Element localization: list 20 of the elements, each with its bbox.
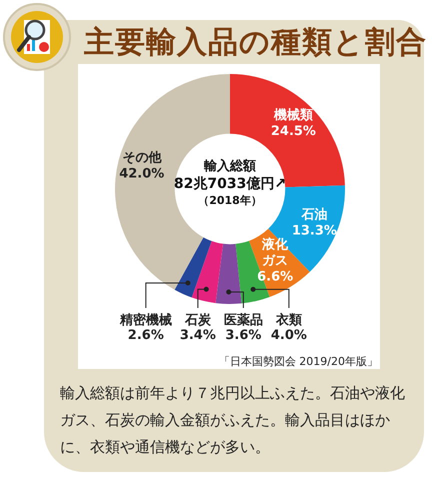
slice-label: 医薬品 (224, 312, 263, 328)
data-label: 4.0% (270, 328, 307, 343)
chart-title: 主要輸入品の種類と割合 (84, 24, 427, 62)
slice-label: 機械類 (272, 108, 313, 123)
text: 輸入総額 (203, 158, 257, 175)
text: （2018年） (197, 193, 263, 208)
data-label: 2.6% (128, 328, 164, 343)
text: 「日本国勢図会 2019/20年版」 (218, 354, 378, 369)
text: 輸入総額は前年より７兆円以上ふえた。石油や液化ガス、石炭の輸入金額がふえた。輸入品目はほかに、衣類や通信機などが多い。 (60, 383, 406, 458)
data-label: 42.0% (119, 166, 164, 182)
slice-label: 石炭 (184, 312, 212, 328)
data-label: 3.4% (180, 328, 216, 343)
slice-label: 衣類 (274, 312, 302, 328)
text: 82兆7033億円↗ (174, 176, 286, 192)
slice-label: その他 (122, 150, 162, 166)
data-label: 3.6% (225, 328, 262, 343)
data-label: 24.5% (270, 124, 316, 139)
slice-label: 石油 (300, 208, 328, 223)
slice-label: 精密機械 (118, 312, 172, 328)
data-label: 13.3% (292, 224, 337, 239)
